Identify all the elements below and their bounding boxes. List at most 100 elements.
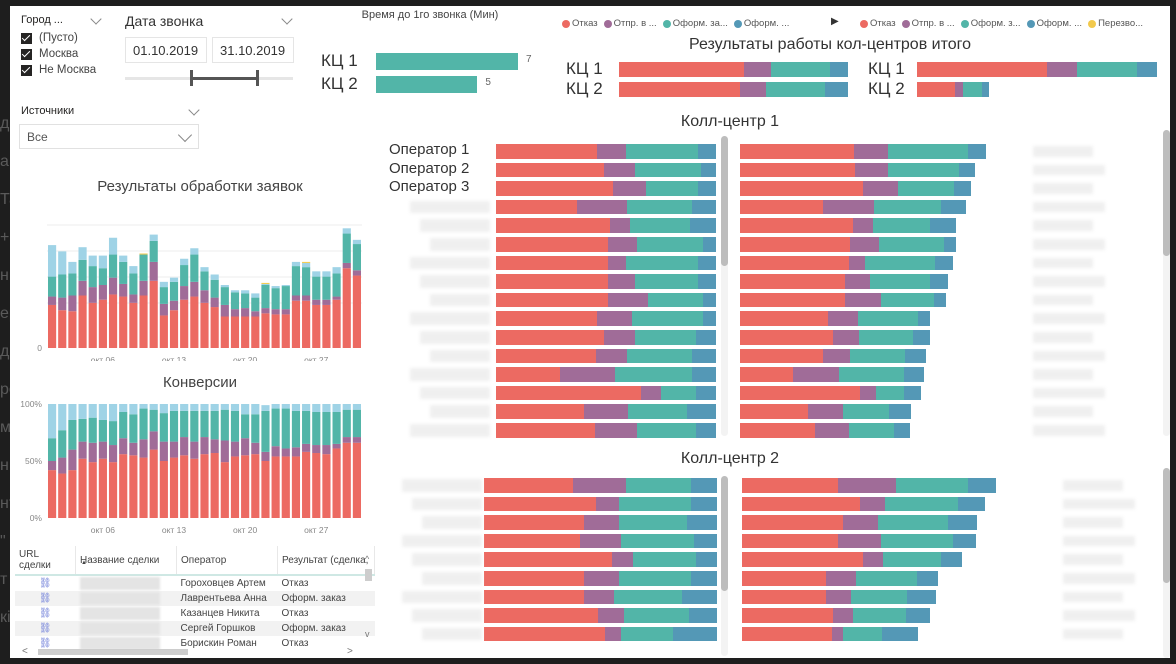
legend-item[interactable]: Перезво...: [1088, 18, 1143, 29]
totals-right-bar[interactable]: [917, 62, 1157, 77]
bar-segment-Отказ[interactable]: [230, 456, 240, 518]
bar-segment-Отпр. в ...[interactable]: [271, 309, 280, 315]
bar-segment-Отказ[interactable]: [322, 304, 331, 348]
legend-item[interactable]: Оформ. за...: [662, 18, 728, 29]
bar-segment-Отказ[interactable]: [48, 304, 57, 348]
bar-segment-Оформ. заказ[interactable]: [78, 259, 87, 281]
bar-segment-Оформ. ...[interactable]: [108, 404, 118, 422]
date-slider-end-handle[interactable]: [256, 70, 259, 86]
bar-segment-Оформ. заказ[interactable]: [190, 254, 199, 282]
bar-segment-Отпр. в ...[interactable]: [169, 441, 179, 458]
bar-segment-Отказ[interactable]: [88, 462, 97, 518]
bar-segment-Оформ. заказ[interactable]: [180, 265, 189, 287]
time-chart-bar[interactable]: [376, 53, 518, 70]
bar-segment-Отказ[interactable]: [129, 455, 138, 518]
bar-segment-Оформ. заказ[interactable]: [291, 410, 301, 448]
bar-segment-Оформ. заказ[interactable]: [291, 266, 301, 296]
operator-bar-left[interactable]: [484, 571, 717, 586]
bar-segment-Отпр. в ...[interactable]: [271, 446, 280, 457]
operator-bar-right[interactable]: [740, 330, 930, 345]
bar-segment-Оформ. ...[interactable]: [291, 261, 301, 267]
bar-segment-Отказ[interactable]: [271, 456, 280, 518]
bar-segment-Отказ[interactable]: [261, 313, 270, 348]
bar-segment-Оформ. ...[interactable]: [108, 237, 118, 255]
bar-segment-Отказ[interactable]: [149, 280, 158, 348]
bar-segment-Отказ[interactable]: [251, 316, 260, 349]
bar-segment-Оформ. заказ[interactable]: [159, 413, 168, 442]
bar-segment-Оформ. заказ[interactable]: [312, 276, 321, 300]
bar-segment-Оформ. заказ[interactable]: [342, 233, 351, 263]
bar-segment-Оформ. заказ[interactable]: [322, 276, 331, 300]
operator-bar-right[interactable]: [740, 274, 948, 289]
bar-segment-Отказ[interactable]: [220, 462, 229, 518]
bar-segment-Оформ. заказ[interactable]: [281, 286, 290, 310]
bar-segment-Оформ. ...[interactable]: [271, 404, 280, 409]
bar-segment-Оформ. ...[interactable]: [220, 404, 229, 410]
table-row[interactable]: ⛓ Казанцев Никита Отказ: [15, 606, 375, 621]
bar-segment-Отпр. в ...[interactable]: [210, 297, 219, 308]
bar-segment-Оформ. заказ[interactable]: [98, 419, 107, 442]
bar-segment-Оформ. заказ[interactable]: [129, 414, 138, 443]
bar-segment-Отпр. в ...[interactable]: [291, 295, 301, 301]
operator-bar-right[interactable]: [740, 423, 910, 438]
operator-bar-left[interactable]: [484, 515, 717, 530]
bar-segment-Оформ. ...[interactable]: [332, 404, 341, 412]
sources-filter-chevron-icon[interactable]: [188, 104, 200, 116]
bar-segment-Оформ. ...[interactable]: [129, 404, 138, 415]
bar-segment-Оформ. заказ[interactable]: [332, 273, 341, 297]
bar-segment-Отпр. в ...[interactable]: [302, 295, 311, 301]
bar-segment-Оформ. заказ[interactable]: [251, 297, 260, 312]
bar-segment-Оформ. заказ[interactable]: [220, 409, 229, 441]
bar-segment-Оформ. заказ[interactable]: [88, 266, 97, 288]
bar-segment-Оформ. ...[interactable]: [190, 248, 199, 255]
scroll-thumb[interactable]: [721, 476, 728, 591]
bar-segment-Оформ. заказ[interactable]: [302, 267, 311, 296]
operator-bar-right[interactable]: [740, 218, 957, 233]
bar-segment-Отпр. в ...[interactable]: [78, 280, 87, 296]
bar-segment-Оформ. ...[interactable]: [58, 404, 67, 431]
bar-segment-Оформ. ...[interactable]: [159, 404, 168, 414]
bar-segment-Оформ. заказ[interactable]: [119, 261, 128, 284]
bar-segment-Отказ[interactable]: [190, 296, 199, 348]
bar-segment-Отпр. в ...[interactable]: [58, 457, 67, 474]
bar-segment-Отказ[interactable]: [169, 457, 179, 518]
bar-segment-Оформ. ...[interactable]: [241, 404, 250, 415]
bar-segment-Оформ. заказ[interactable]: [68, 419, 77, 450]
bar-segment-Оформ. заказ[interactable]: [271, 408, 280, 447]
bar-segment-Оформ. заказ[interactable]: [169, 281, 179, 301]
bar-segment-Отказ[interactable]: [291, 300, 301, 348]
bar-segment-Отпр. в ...[interactable]: [251, 311, 260, 317]
bar-segment-Оформ. ...[interactable]: [119, 404, 128, 412]
bar-segment-Оформ. заказ[interactable]: [139, 254, 148, 281]
bar-segment-Отпр. в ...[interactable]: [139, 439, 148, 458]
bar-segment-Отказ[interactable]: [149, 449, 158, 518]
operator-bar-left[interactable]: [484, 552, 717, 567]
city-option[interactable]: Москва: [21, 46, 96, 62]
bar-segment-Отпр. в ...[interactable]: [312, 445, 321, 454]
bar-segment-Отпр. в ...[interactable]: [352, 270, 361, 276]
operator-bar-right[interactable]: [742, 571, 939, 586]
bar-segment-Отпр. в ...[interactable]: [190, 441, 199, 459]
bar-segment-Отказ[interactable]: [210, 453, 219, 518]
bar-segment-Отпр. в ...[interactable]: [342, 437, 351, 443]
bar-segment-Перезво...[interactable]: [302, 261, 311, 263]
bar-segment-Оформ. ...[interactable]: [78, 247, 87, 260]
bar-segment-Оформ. заказ[interactable]: [169, 410, 179, 442]
bar-segment-Оформ. ...[interactable]: [281, 285, 290, 287]
bar-segment-Отказ[interactable]: [352, 442, 361, 518]
bar-segment-Оформ. ...[interactable]: [180, 258, 189, 266]
bar-segment-Отпр. в ...[interactable]: [210, 439, 219, 454]
bar-segment-Оформ. ...[interactable]: [332, 267, 341, 274]
operator-bar-right[interactable]: [740, 237, 957, 252]
bar-segment-Отпр. в ...[interactable]: [180, 286, 189, 300]
link-icon[interactable]: ⛓: [38, 638, 52, 649]
bar-segment-Оформ. заказ[interactable]: [261, 410, 270, 452]
operator-bar-right[interactable]: [742, 533, 976, 549]
bar-segment-Отпр. в ...[interactable]: [332, 296, 341, 300]
bar-segment-Отпр. в ...[interactable]: [200, 290, 209, 303]
operator-bar-left[interactable]: [496, 367, 716, 382]
column-header-url[interactable]: URL сделки: [15, 546, 76, 576]
bar-segment-Отказ[interactable]: [302, 451, 311, 518]
bar-segment-Отпр. в ...[interactable]: [241, 308, 250, 317]
bar-segment-Отказ[interactable]: [108, 294, 118, 348]
